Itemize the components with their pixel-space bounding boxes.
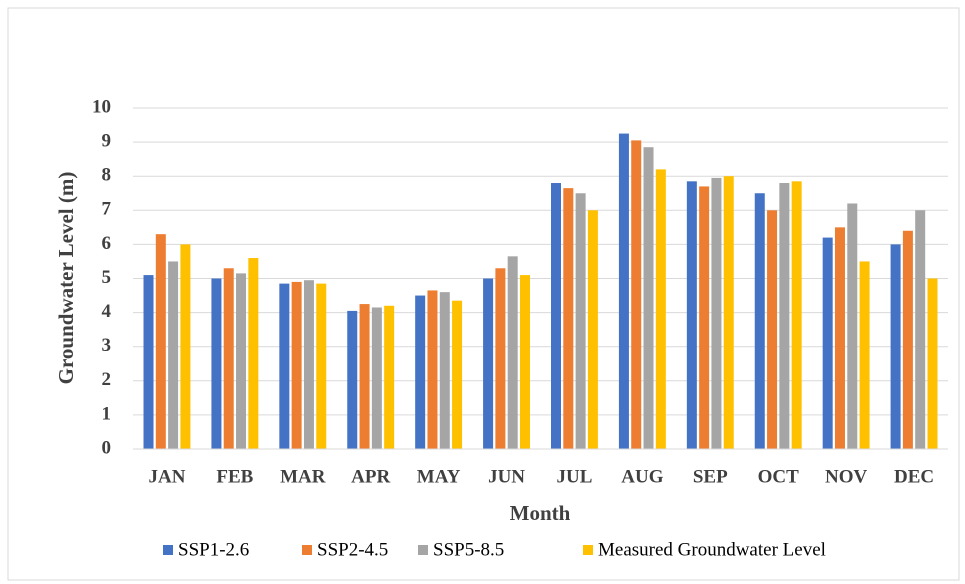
bar	[303, 280, 314, 449]
legend-swatch	[418, 545, 428, 555]
y-tick-label: 9	[102, 130, 112, 151]
y-tick-label: 4	[102, 301, 112, 322]
bar	[495, 268, 506, 449]
y-tick-label: 6	[102, 233, 112, 254]
y-tick-label: 1	[102, 403, 112, 424]
bar	[927, 278, 938, 449]
bar	[618, 133, 629, 449]
bar	[834, 227, 845, 449]
bar	[452, 300, 463, 449]
bar	[754, 193, 765, 449]
x-tick-label: AUG	[621, 466, 663, 487]
y-tick-label: 7	[102, 199, 112, 220]
bar	[711, 177, 722, 449]
x-axis-title: Month	[510, 501, 571, 525]
x-tick-label: JAN	[148, 466, 185, 487]
x-tick-label: NOV	[825, 466, 868, 487]
legend-label: SSP1-2.6	[178, 539, 249, 560]
bar	[631, 140, 642, 449]
bar	[655, 169, 666, 449]
bar	[291, 281, 302, 449]
bar	[563, 188, 574, 449]
bar	[643, 147, 654, 449]
bar	[180, 244, 191, 449]
bar	[791, 181, 802, 449]
y-tick-label: 2	[102, 369, 112, 390]
y-tick-label: 10	[92, 96, 111, 117]
bar	[551, 183, 562, 449]
bar	[415, 295, 426, 449]
bar	[890, 244, 901, 449]
bar	[847, 203, 858, 449]
bar	[767, 210, 778, 449]
bar	[699, 186, 710, 449]
x-tick-label: FEB	[216, 466, 253, 487]
bar	[279, 283, 290, 449]
x-tick-label: JUN	[488, 466, 525, 487]
bar	[371, 307, 382, 449]
legend-swatch	[583, 545, 593, 555]
bar	[143, 275, 154, 449]
y-tick-label: 3	[102, 335, 112, 356]
bar	[575, 193, 586, 449]
bar	[427, 290, 438, 449]
bar	[915, 210, 926, 449]
bar	[507, 256, 518, 449]
bar	[902, 230, 913, 449]
bar	[779, 183, 790, 449]
bar	[236, 273, 247, 449]
bar	[155, 234, 166, 449]
x-tick-label: DEC	[894, 466, 934, 487]
bar	[587, 210, 598, 449]
bar	[723, 176, 734, 449]
y-tick-label: 8	[102, 165, 112, 186]
bar	[822, 237, 833, 449]
legend-label: SSP2-4.5	[317, 539, 388, 560]
bar	[316, 283, 327, 449]
x-tick-label: MAY	[417, 466, 461, 487]
y-tick-label: 0	[102, 437, 112, 458]
x-tick-label: MAR	[280, 466, 326, 487]
x-tick-label: SEP	[693, 466, 728, 487]
legend-swatch	[302, 545, 312, 555]
bar	[168, 261, 179, 449]
bar	[686, 181, 697, 449]
legend-label: Measured Groundwater Level	[598, 539, 826, 560]
y-axis-title: Groundwater Level (m)	[54, 172, 78, 385]
bar	[248, 258, 259, 449]
bar	[859, 261, 870, 449]
bar	[439, 292, 450, 449]
bar	[384, 305, 395, 449]
y-tick-label: 5	[102, 267, 112, 288]
legend-swatch	[163, 545, 173, 555]
x-tick-label: OCT	[758, 466, 800, 487]
bar	[483, 278, 494, 449]
bar	[359, 304, 370, 449]
x-tick-label: JUL	[557, 466, 593, 487]
x-tick-label: APR	[351, 466, 390, 487]
bar	[347, 310, 358, 449]
legend-label: SSP5-8.5	[433, 539, 504, 560]
bar	[519, 275, 530, 449]
bar	[211, 278, 222, 449]
bar	[223, 268, 234, 449]
